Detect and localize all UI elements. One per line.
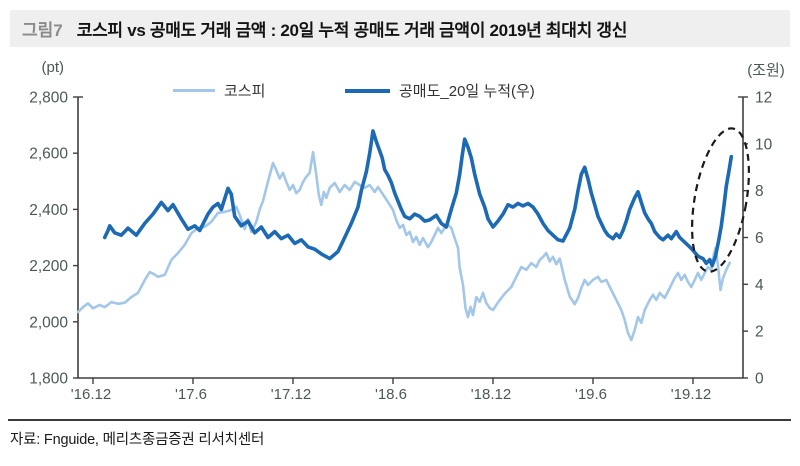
left-axis-tick-label: 2,000 [29,314,68,331]
right-axis-tick-label: 6 [755,230,764,247]
left-axis-tick-label: 2,600 [29,146,68,163]
highlight-ellipse-annotation [691,127,750,273]
right-axis-unit-label: (조원) [747,62,785,79]
kospi-line-swatch [173,89,215,92]
short-selling-series-line [102,129,734,268]
right-axis-tick-label: 4 [755,277,764,294]
legend-label-kospi: 코스피 [224,83,266,100]
left-axis-tick-label: 2,400 [29,202,68,219]
legend-item-short-selling: 공매도_20일 누적(우) [345,82,535,100]
figure-label: 그림7 [22,21,63,40]
figure-header: 그림7 코스피 vs 공매도 거래 금액 : 20일 누적 공매도 거래 금액이… [10,10,790,47]
x-axis-tick-label: '18.6 [375,386,407,403]
x-axis-tick-label: '19.12 [671,386,711,403]
x-axis-tick-label: '19.6 [575,386,607,403]
x-axis-tick-label: '16.12 [71,386,111,403]
x-axis-tick-label: '18.12 [471,386,511,403]
legend-item-kospi: 코스피 [173,82,266,100]
short-selling-line-swatch [345,88,390,93]
right-axis-tick-label: 0 [755,371,764,388]
figure-title: 코스피 vs 공매도 거래 금액 : 20일 누적 공매도 거래 금액이 201… [76,21,628,40]
right-axis-tick-label: 10 [755,136,773,153]
footer-divider [8,419,791,421]
legend-label-short-selling: 공매도_20일 누적(우) [399,83,535,100]
right-axis-tick-label: 8 [755,183,764,200]
right-axis-tick-label: 12 [755,90,772,107]
right-axis-tick-label: 2 [755,324,764,341]
left-axis-tick-label: 2,200 [29,258,68,275]
left-axis-tick-label: 2,800 [29,90,68,107]
kospi-series-line [76,150,732,342]
left-axis-unit-label: (pt) [41,59,65,76]
x-axis-tick-label: '17.12 [271,386,311,403]
x-axis-tick-label: '17.6 [175,386,207,403]
source-note: 자료: Fnguide, 메리츠종금증권 리서치센터 [10,432,265,448]
left-axis-tick-label: 1,800 [29,371,68,388]
